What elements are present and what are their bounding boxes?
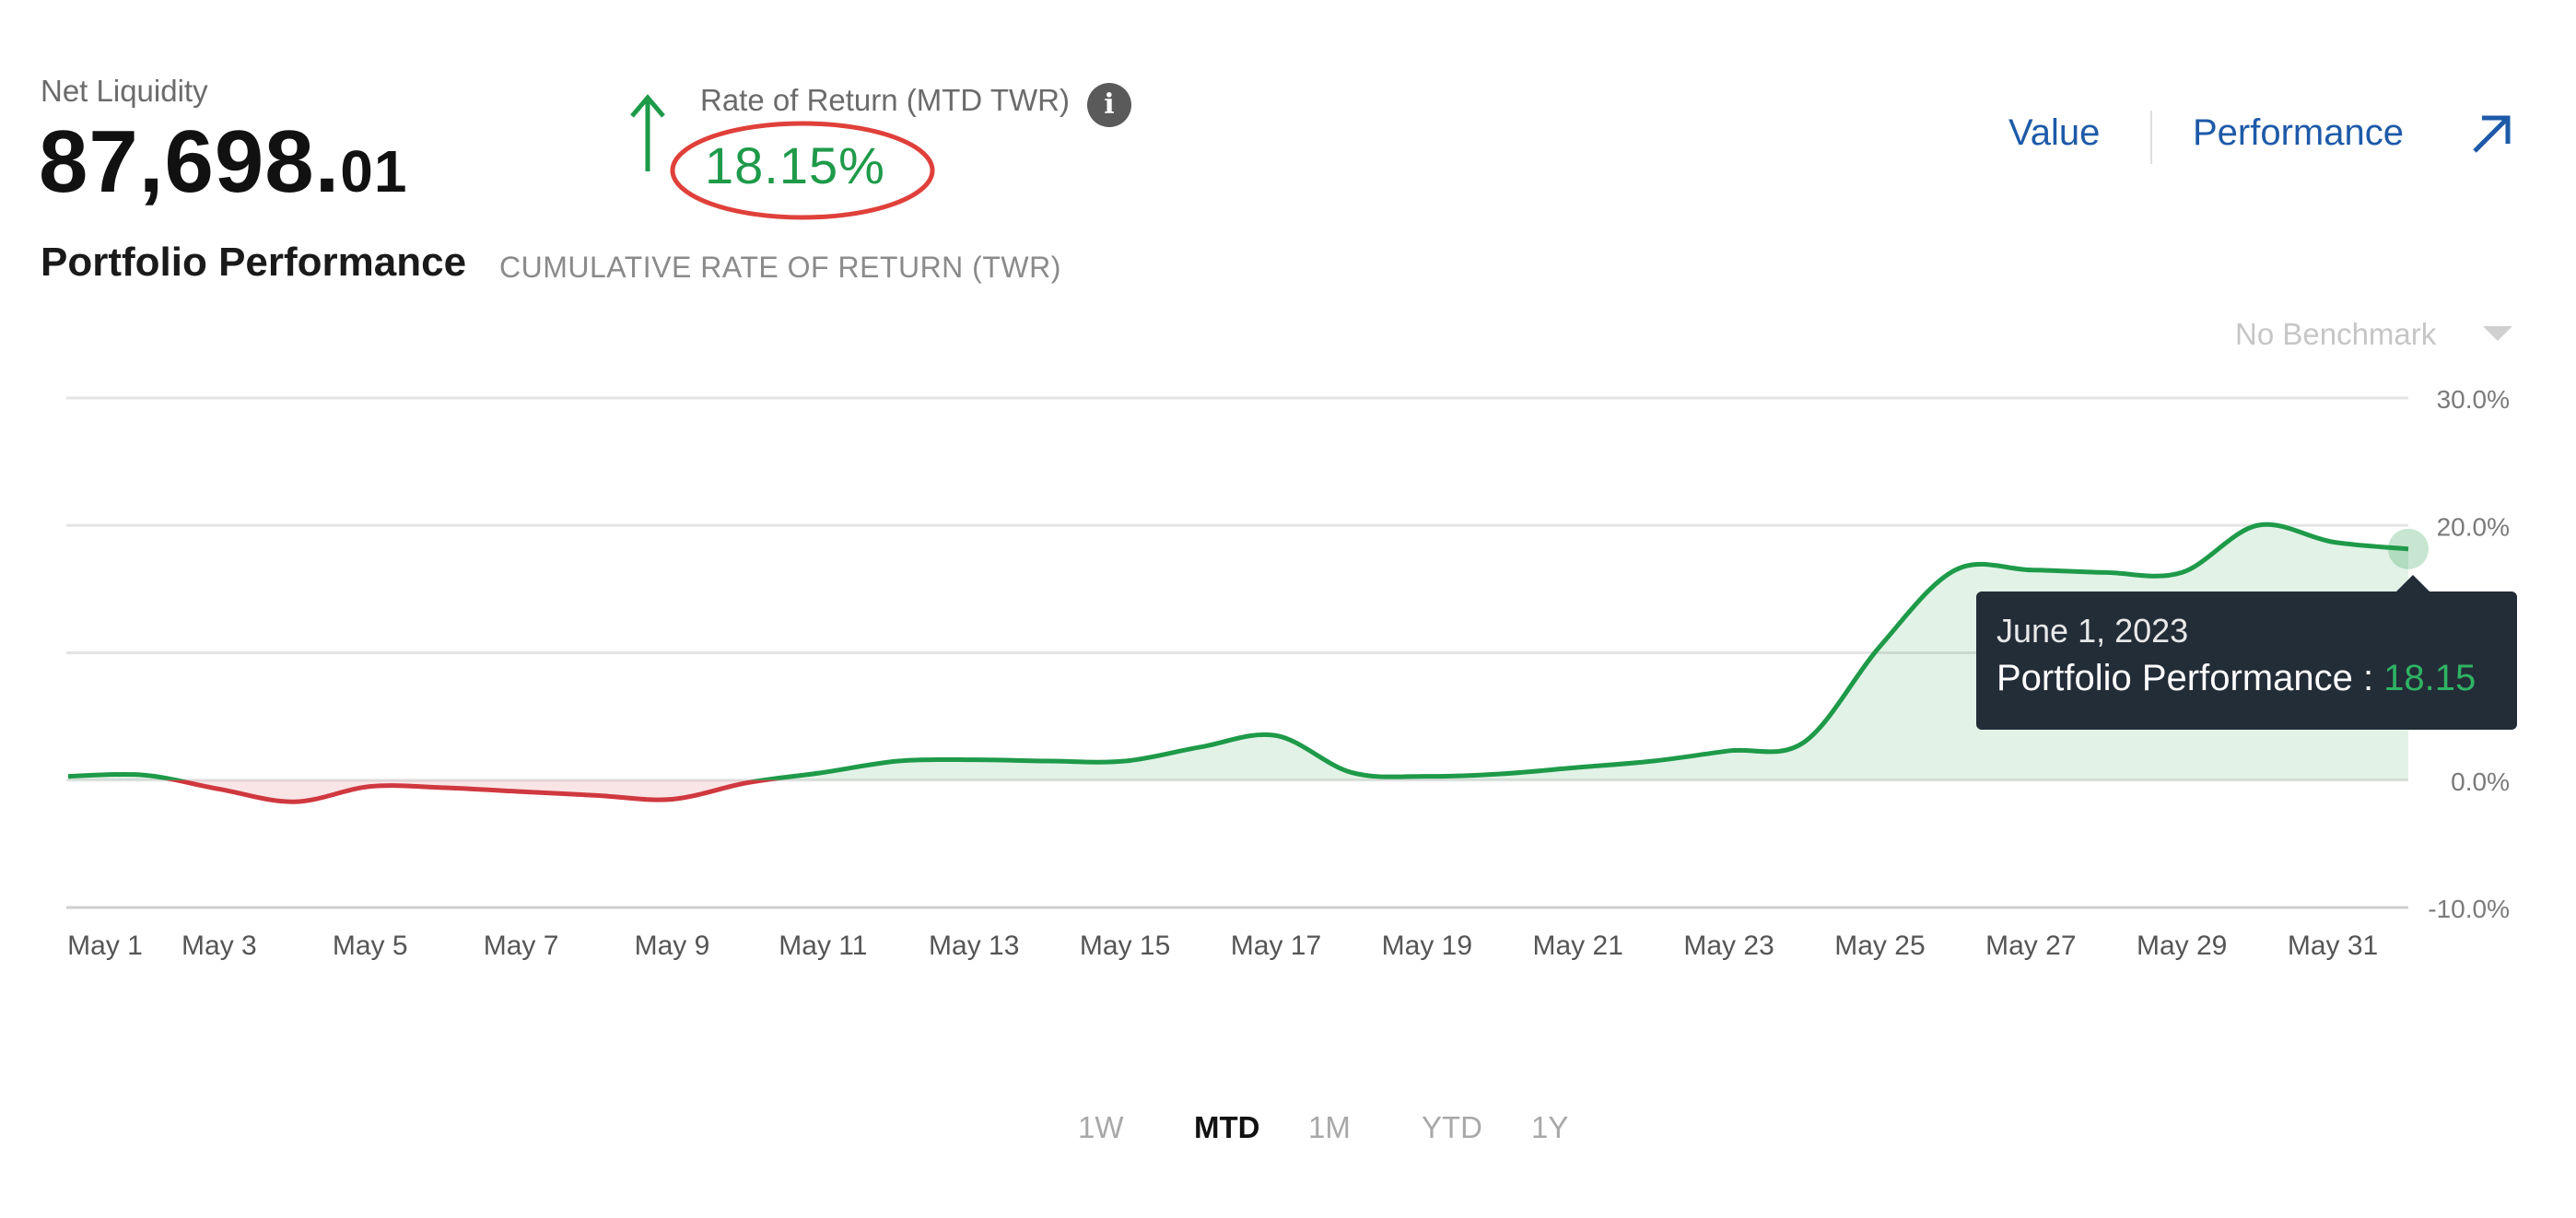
chevron-down-icon[interactable]: [2483, 324, 2512, 343]
value-tab[interactable]: Value: [2008, 112, 2101, 153]
x-tick-label: May 31: [2288, 931, 2378, 961]
rate-of-return-label: Rate of Return (MTD TWR): [700, 83, 1070, 117]
tooltip-value: 18.15: [2383, 658, 2476, 698]
chart-line: [67, 521, 2409, 804]
tooltip-series-label: Portfolio Performance :: [1996, 658, 2384, 698]
x-tick-label: May 25: [1834, 931, 1925, 961]
tooltip-arrow: [2396, 575, 2430, 591]
chart-marker: [2388, 528, 2429, 569]
y-axis-ticks: 30.0% 20.0% 0.0% -10.0%: [2428, 385, 2510, 923]
highlight-circle: [670, 121, 935, 220]
x-tick-label: May 11: [779, 931, 867, 961]
info-icon[interactable]: i: [1087, 83, 1131, 127]
positive-area: [68, 524, 2408, 780]
x-tick-label: May 15: [1080, 931, 1170, 961]
net-liquidity-cents: 01: [340, 138, 408, 205]
x-tick-label: May 27: [1985, 931, 2076, 961]
x-tick-label: May 19: [1382, 931, 1472, 961]
hover-marker: [2388, 528, 2429, 569]
x-tick-label: May 13: [929, 931, 1019, 961]
x-tick-label: May 21: [1533, 931, 1623, 961]
net-liquidity-value: 87,698.01: [39, 118, 407, 206]
y-tick-label: 20.0%: [2437, 512, 2510, 541]
tooltip-date: June 1, 2023: [1996, 612, 2189, 650]
nav-divider: [2150, 111, 2152, 164]
period-1m[interactable]: 1M: [1308, 1110, 1351, 1144]
negative-area: [68, 779, 2408, 802]
y-tick-label: 30.0%: [2437, 385, 2510, 414]
y-tick-label: 0.0%: [2451, 767, 2510, 796]
net-liquidity-label: Net Liquidity: [41, 74, 208, 108]
x-tick-label: May 29: [2137, 931, 2227, 961]
benchmark-select[interactable]: No Benchmark: [2235, 317, 2437, 351]
x-tick-label: May 23: [1683, 931, 1774, 961]
section-subtitle: CUMULATIVE RATE OF RETURN (TWR): [499, 251, 1061, 284]
x-tick-label: May 9: [635, 931, 710, 961]
x-tick-label: May 1: [67, 931, 143, 961]
tooltip-line: Portfolio Performance : 18.15: [1996, 658, 2476, 699]
x-tick-label: May 7: [484, 931, 559, 961]
external-link-icon[interactable]: [2469, 112, 2513, 157]
period-ytd[interactable]: YTD: [1422, 1110, 1482, 1144]
series-line-positive: [67, 521, 2409, 780]
x-axis-ticks: May 1 May 3 May 5 May 7 May 9 May 11 May 13 May…: [67, 931, 2378, 961]
chart-tooltip: June 1, 2023 Portfolio Performance : 18.…: [1976, 575, 2517, 730]
period-1w[interactable]: 1W: [1078, 1110, 1124, 1144]
section-title: Portfolio Performance: [41, 240, 467, 285]
period-selector: 1W MTD 1M YTD 1Y: [0, 1110, 2576, 1156]
y-tick-label: -10.0%: [2428, 895, 2510, 923]
series-line-negative: [164, 779, 781, 804]
rate-of-return-value: 18.15%: [705, 136, 885, 194]
net-liquidity-main: 87,698.: [39, 112, 341, 211]
x-tick-label: May 5: [333, 931, 408, 961]
x-tick-label: May 17: [1231, 931, 1321, 961]
x-tick-label: May 3: [181, 931, 257, 961]
period-1y[interactable]: 1Y: [1531, 1110, 1569, 1144]
performance-tab[interactable]: Performance: [2193, 112, 2404, 153]
chart-area: [68, 524, 2408, 802]
period-mtd[interactable]: MTD: [1194, 1110, 1260, 1144]
arrow-up-icon: [630, 94, 665, 171]
